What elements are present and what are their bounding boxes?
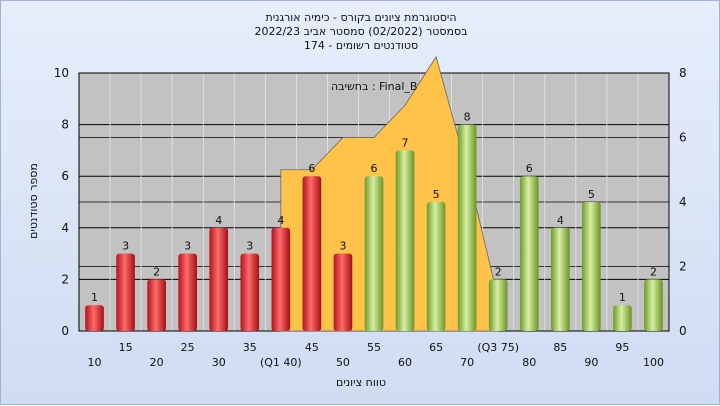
x-tick-label-3: 25 bbox=[181, 341, 195, 354]
x-axis-label: טווח ציונים bbox=[336, 376, 386, 389]
y-tick-label-4: 8 bbox=[61, 118, 69, 132]
x-tick-label-10: 60 bbox=[398, 356, 412, 369]
x-tick-label-14: 80 bbox=[522, 356, 536, 369]
x-tick-label-6: (Q1 40) bbox=[260, 356, 302, 369]
bar-value-label-11: 5 bbox=[433, 188, 440, 201]
bar-12 bbox=[457, 124, 477, 331]
bar-5 bbox=[240, 253, 260, 331]
x-tick-label-0: 10 bbox=[88, 356, 102, 369]
bar-value-label-8: 3 bbox=[339, 240, 346, 253]
chart-annotation: בחשיבה : Final_B bbox=[331, 80, 417, 93]
chart-title-line-2: בסמסטר (02/2022) סמסטר אביב 2022/23 bbox=[254, 25, 467, 38]
y2-axis-ticks: 0 2 4 6 8 bbox=[679, 66, 687, 338]
bar-10 bbox=[395, 150, 415, 331]
bar-value-label-18: 2 bbox=[650, 265, 657, 278]
y-tick-label-5: 10 bbox=[54, 66, 69, 80]
x-tick-label-15: 85 bbox=[553, 341, 567, 354]
bar-6 bbox=[271, 227, 291, 331]
bar-14 bbox=[519, 176, 539, 331]
bar-15 bbox=[551, 227, 570, 331]
x-tick-label-2: 20 bbox=[150, 356, 164, 369]
bar-0 bbox=[85, 305, 104, 331]
y2-tick-label-0: 0 bbox=[679, 324, 687, 338]
x-axis-ticks: 10 15 20 25 30 35(Q1 40)45 50 55 60 65 70(Q3 75)80… bbox=[88, 341, 664, 369]
x-tick-label-4: 30 bbox=[212, 356, 226, 369]
y-axis-ticks: 0 2 4 6 8 10 bbox=[54, 66, 69, 338]
bar-9 bbox=[364, 176, 384, 331]
bar-4 bbox=[209, 227, 229, 331]
x-tick-label-17: 95 bbox=[615, 341, 629, 354]
bar-value-label-7: 6 bbox=[308, 162, 315, 175]
bar-11 bbox=[426, 202, 446, 331]
bar-value-label-13: 2 bbox=[495, 265, 502, 278]
x-tick-label-13: (Q3 75) bbox=[477, 341, 519, 354]
x-tick-label-11: 65 bbox=[429, 341, 443, 354]
bar-value-label-2: 2 bbox=[153, 265, 160, 278]
bar-value-label-16: 5 bbox=[588, 188, 595, 201]
value-labels: 1 3 2 3 4 3 4 6 3 6 7 5 8 2 6 4 5 1 2 bbox=[91, 111, 657, 305]
y2-tick-label-4: 8 bbox=[679, 66, 687, 80]
bar-value-label-3: 3 bbox=[184, 240, 191, 253]
bars-group bbox=[85, 124, 663, 331]
bar-value-label-9: 6 bbox=[371, 162, 378, 175]
chart-title-line-1: היסטוגרמת ציונים בקורס - כימיה אורגנית bbox=[265, 11, 456, 24]
y-tick-label-1: 2 bbox=[61, 272, 69, 286]
bar-value-label-12: 8 bbox=[464, 111, 471, 124]
bar-value-label-1: 3 bbox=[122, 240, 129, 253]
bar-value-label-0: 1 bbox=[91, 291, 98, 304]
bar-1 bbox=[116, 253, 135, 331]
bar-3 bbox=[178, 253, 197, 331]
y2-tick-label-2: 4 bbox=[679, 195, 687, 209]
y2-tick-label-1: 2 bbox=[679, 260, 687, 274]
bar-18 bbox=[644, 279, 663, 331]
x-tick-label-8: 50 bbox=[336, 356, 350, 369]
x-tick-label-1: 15 bbox=[119, 341, 133, 354]
bar-value-label-10: 7 bbox=[402, 136, 409, 149]
bar-value-label-6: 4 bbox=[277, 214, 284, 227]
x-tick-label-18: 100 bbox=[643, 356, 664, 369]
bar-value-label-15: 4 bbox=[557, 214, 564, 227]
x-tick-label-12: 70 bbox=[460, 356, 474, 369]
bar-17 bbox=[613, 305, 632, 331]
x-tick-label-16: 90 bbox=[584, 356, 598, 369]
bar-16 bbox=[582, 202, 601, 331]
y-tick-label-3: 6 bbox=[61, 169, 69, 183]
bar-value-label-5: 3 bbox=[246, 240, 253, 253]
y-tick-label-2: 4 bbox=[61, 221, 69, 235]
bar-value-label-4: 4 bbox=[215, 214, 222, 227]
bar-8 bbox=[333, 253, 353, 331]
bar-value-label-14: 6 bbox=[526, 162, 533, 175]
x-tick-label-7: 45 bbox=[305, 341, 319, 354]
x-tick-label-5: 35 bbox=[243, 341, 257, 354]
bar-value-label-17: 1 bbox=[619, 291, 626, 304]
y-axis-label: מספר סטודנטים bbox=[27, 163, 40, 239]
bar-7 bbox=[302, 176, 322, 331]
bar-2 bbox=[147, 279, 166, 331]
y2-tick-label-3: 6 bbox=[679, 131, 687, 145]
y-tick-label-0: 0 bbox=[61, 324, 69, 338]
bar-13 bbox=[488, 279, 508, 331]
x-tick-label-9: 55 bbox=[367, 341, 381, 354]
chart-title-line-3: סטודנטים רשומים - 174 bbox=[304, 39, 418, 52]
